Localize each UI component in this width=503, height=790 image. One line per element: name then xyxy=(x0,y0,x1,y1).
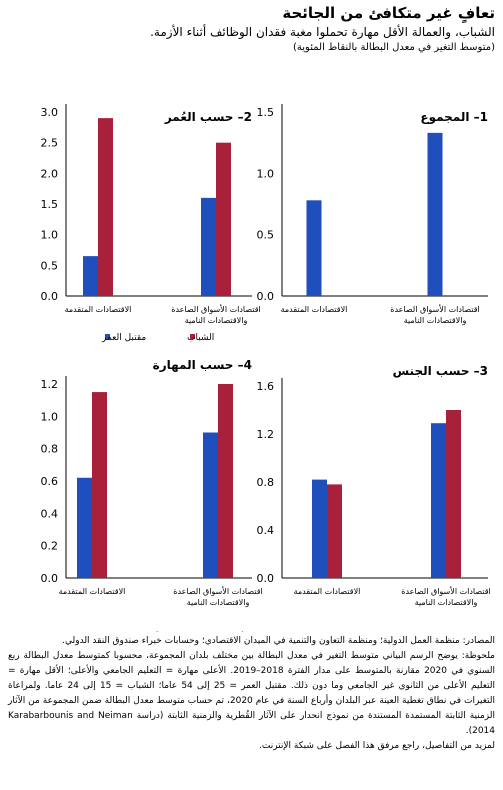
bar-series-0-group-0 xyxy=(83,256,98,296)
y-tick-label: 1.0 xyxy=(41,410,59,423)
bar-series-1-group-0 xyxy=(98,118,113,296)
x-category-label: والاقتصادات النامية xyxy=(415,598,478,607)
x-category-label: اقتصادات الأسواق الصاعدة xyxy=(390,304,480,314)
y-tick-label: 0.6 xyxy=(41,475,59,488)
notes-block: المصادر: منظمة العمل الدولية؛ ومنظمة الت… xyxy=(8,634,495,754)
y-tick-label: 1.2 xyxy=(41,378,59,391)
sources-note: المصادر: منظمة العمل الدولية؛ ومنظمة الت… xyxy=(62,636,495,646)
y-tick-label: 2.0 xyxy=(41,167,59,180)
x-category-label: الاقتصادات المتقدمة xyxy=(59,587,126,596)
bar-series-1-group-1 xyxy=(218,384,233,578)
y-tick-label: 2.5 xyxy=(41,137,59,150)
panel-2-title: 2– حسب العُمر xyxy=(164,110,252,124)
legend-label: مقتبل العمر xyxy=(101,333,146,343)
methodology-note: ملحوظة: يوضح الرسم البياني متوسط التغير … xyxy=(8,651,496,736)
more-details-note: لمزيد من التفاصيل، راجع مرفق هذا الفصل ع… xyxy=(259,741,495,751)
y-tick-label: 0.5 xyxy=(41,259,59,272)
bar-series-0-group-0 xyxy=(312,479,327,578)
x-category-label: اقتصادات الأسواق الصاعدة xyxy=(171,304,261,314)
x-category-label: والاقتصادات النامية xyxy=(404,316,467,325)
legend-swatch xyxy=(190,334,195,339)
bar-series-0-group-1 xyxy=(203,432,218,578)
legend-label: الشباب xyxy=(187,333,214,343)
bar-series-0-group-1 xyxy=(201,197,216,296)
bar-series-1-group-1 xyxy=(446,410,461,578)
y-tick-label: 1.6 xyxy=(257,380,275,393)
x-category-label: الاقتصادات المتقدمة xyxy=(281,305,348,314)
x-category-label: والاقتصادات النامية xyxy=(187,598,250,607)
legend-swatch xyxy=(105,334,110,339)
y-tick-label: 0.0 xyxy=(41,290,59,303)
y-tick-label: 1.5 xyxy=(41,198,59,211)
bar-series-0-group-1 xyxy=(431,423,446,578)
y-tick-label: 0.0 xyxy=(41,572,59,585)
y-tick-label: 0.0 xyxy=(257,572,275,585)
bar-series-1-group-0 xyxy=(327,484,342,578)
y-tick-label: 0.2 xyxy=(41,540,59,553)
bar-total-group-0 xyxy=(306,200,322,296)
y-tick-label: 1.5 xyxy=(257,106,275,119)
y-tick-label: 0.8 xyxy=(41,443,59,456)
legend-label: الأقل مهارة xyxy=(207,631,249,632)
legend-label: الأعلى مهارة xyxy=(117,631,164,632)
panel-1-title: 1– المجموع xyxy=(420,110,488,125)
y-tick-label: 0.0 xyxy=(257,290,275,303)
panel-4-title: 4– حسب المهارة xyxy=(153,358,252,372)
x-category-label: اقتصادات الأسواق الصاعدة xyxy=(173,586,263,596)
y-tick-label: 1.0 xyxy=(257,167,275,180)
x-category-label: اقتصادات الأسواق الصاعدة xyxy=(401,586,491,596)
unit-note: (متوسط التغير في معدل البطالة بالنقاط ال… xyxy=(293,42,495,53)
y-tick-label: 3.0 xyxy=(41,106,59,119)
y-tick-label: 0.4 xyxy=(257,524,275,537)
x-category-label: والاقتصادات النامية xyxy=(185,316,248,325)
y-tick-label: 0.5 xyxy=(257,229,275,242)
chart-subtitle: الشباب، والعمالة الأقل مهارة تحملوا مغبة… xyxy=(150,25,495,39)
y-tick-label: 1.2 xyxy=(257,428,275,441)
x-category-label: الاقتصادات المتقدمة xyxy=(65,305,132,314)
y-tick-label: 0.8 xyxy=(257,476,275,489)
bar-total-group-1 xyxy=(427,132,443,296)
bar-series-1-group-1 xyxy=(216,142,231,296)
bar-series-0-group-0 xyxy=(77,477,92,578)
bar-series-1-group-0 xyxy=(92,392,107,578)
panel-3-title: 3– حسب الجنس xyxy=(393,364,488,378)
y-tick-label: 0.4 xyxy=(41,507,59,520)
y-tick-label: 1.0 xyxy=(41,229,59,242)
chart-title: تعافٍ غير متكافئ من الجائحة xyxy=(282,4,495,22)
x-category-label: الاقتصادات المتقدمة xyxy=(294,587,361,596)
